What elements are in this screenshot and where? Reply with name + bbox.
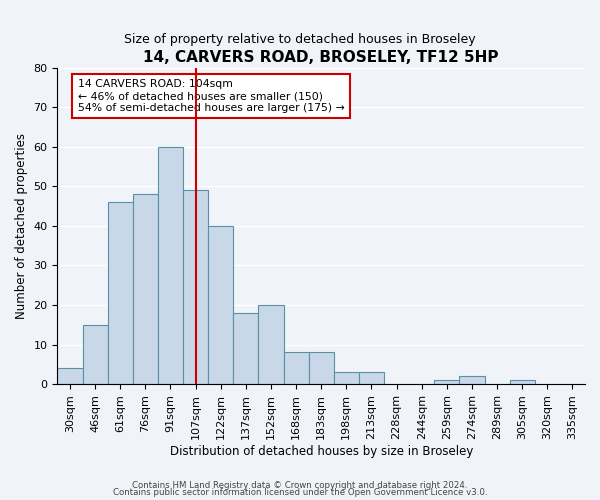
Bar	[334, 372, 359, 384]
Text: Contains HM Land Registry data © Crown copyright and database right 2024.: Contains HM Land Registry data © Crown c…	[132, 480, 468, 490]
Text: 14 CARVERS ROAD: 104sqm
← 46% of detached houses are smaller (150)
54% of semi-d: 14 CARVERS ROAD: 104sqm ← 46% of detache…	[77, 80, 344, 112]
Bar	[308, 352, 334, 384]
Text: Size of property relative to detached houses in Broseley: Size of property relative to detached ho…	[124, 32, 476, 46]
Bar	[83, 324, 107, 384]
Bar	[133, 194, 158, 384]
Bar	[208, 226, 233, 384]
Bar	[233, 313, 259, 384]
Title: 14, CARVERS ROAD, BROSELEY, TF12 5HP: 14, CARVERS ROAD, BROSELEY, TF12 5HP	[143, 50, 499, 65]
Bar	[460, 376, 485, 384]
Bar	[183, 190, 208, 384]
Bar	[58, 368, 83, 384]
Bar	[509, 380, 535, 384]
Bar	[434, 380, 460, 384]
Bar	[284, 352, 308, 384]
Bar	[359, 372, 384, 384]
X-axis label: Distribution of detached houses by size in Broseley: Distribution of detached houses by size …	[170, 444, 473, 458]
Y-axis label: Number of detached properties: Number of detached properties	[15, 133, 28, 319]
Bar	[259, 305, 284, 384]
Bar	[158, 146, 183, 384]
Bar	[107, 202, 133, 384]
Text: Contains public sector information licensed under the Open Government Licence v3: Contains public sector information licen…	[113, 488, 487, 497]
